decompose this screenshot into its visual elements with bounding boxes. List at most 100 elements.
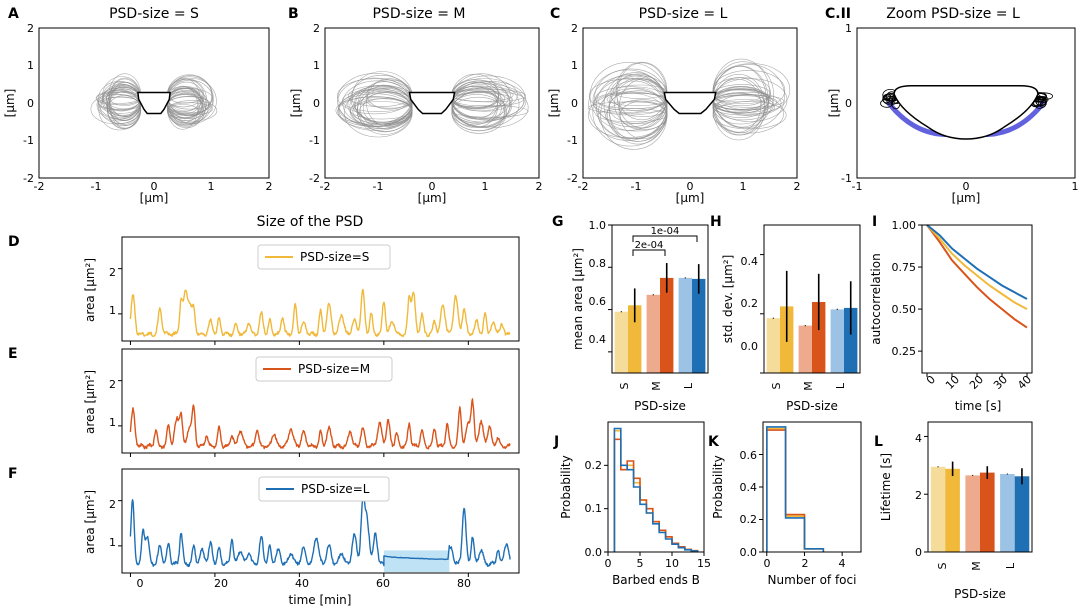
bar-value-S [945, 468, 960, 552]
panel-g-sig-bracket-sm [632, 249, 666, 256]
panel-k-xtick: 4 [839, 557, 846, 570]
panel-h-ytick: 0.4 [741, 255, 759, 268]
bar-value-M [812, 302, 826, 373]
zoom-filament-loop [1035, 95, 1044, 107]
panel-c-ytick: -2 [567, 172, 578, 185]
bar-reference-M [965, 475, 980, 552]
panel-a-ylabel: [μm] [3, 89, 17, 118]
panel-l-bars [924, 435, 1030, 553]
panel-c-ytick: 2 [571, 22, 578, 35]
panel-c2: C.II Zoom PSD-size = L 1 0 -1 -1 0 1 [μm… [825, 6, 1079, 205]
bar-reference-S [614, 311, 628, 373]
panel-i-xtick: 20 [967, 373, 986, 392]
panel-g-xlabel: PSD-size [634, 399, 686, 413]
bar-value-M [980, 472, 995, 552]
panel-f-xtick: 80 [457, 577, 471, 590]
panel-e-frame [121, 348, 520, 454]
panel-g-sig-bracket-sl [632, 235, 698, 242]
panel-c2-ytick: -1 [841, 172, 852, 185]
panel-e-ytick: 2 [109, 378, 116, 391]
histogram-step-L [766, 426, 825, 552]
panel-g-xtick: M [650, 381, 663, 391]
panel-h-ytick: 0.2 [741, 297, 759, 310]
panel-k-frame [762, 421, 862, 553]
panel-e-legend-label: PSD-size=M [298, 362, 370, 376]
panel-b-traces [335, 71, 529, 138]
panel-l-ytick: 0 [915, 546, 922, 559]
panel-b: B PSD-size = M 2 1 0 -1 -2 -2 -1 0 1 2 [… [288, 6, 543, 205]
panel-e-ytick: 1 [109, 416, 116, 429]
panel-l-frame [927, 421, 1033, 553]
panel-h-xtick: L [834, 382, 847, 389]
filament-trace [335, 96, 413, 125]
panel-l-xlabel: PSD-size [954, 587, 1006, 601]
panel-j-ytick: 0.2 [585, 459, 603, 472]
panel-c-xtick: 2 [794, 180, 801, 193]
panel-f-legend-label: PSD-size=L [301, 482, 370, 496]
panel-b-ylabel: [μm] [289, 89, 303, 118]
panel-a-traces [90, 73, 218, 131]
panel-b-xtick: 1 [482, 180, 489, 193]
panel-l: L 4 2 0 S M L PSD-size Lifetime [s] [874, 421, 1033, 601]
panel-g-xtick: L [682, 382, 695, 389]
psd-outline [137, 91, 171, 115]
panel-j-xtick: 10 [665, 557, 679, 570]
panel-f-ylabel: area [μm²] [83, 490, 97, 554]
panel-d-ylabel: area [μm²] [83, 258, 97, 322]
panel-c-traces [588, 58, 791, 150]
panel-a-xtick: -2 [34, 180, 45, 193]
panel-a-title: PSD-size = S [109, 6, 199, 22]
filament-trace [616, 61, 668, 121]
panel-letter-d: D [8, 234, 20, 250]
panel-c2-traces [880, 85, 1054, 140]
panel-letter-h: H [710, 214, 722, 230]
panel-letter-k: K [708, 434, 720, 450]
filament-trace [98, 89, 142, 131]
bar-reference-S [766, 318, 780, 373]
histogram-step-S [613, 429, 699, 552]
panel-c2-xtick: -1 [852, 180, 863, 193]
panel-a-xtick: 1 [208, 180, 215, 193]
filament-trace [451, 91, 525, 107]
bar-reference-L [830, 309, 844, 373]
panel-a-ytick: 2 [27, 22, 34, 35]
panel-c-frame [582, 27, 798, 179]
autocorr-line-L [926, 224, 1028, 300]
panel-letter-b: B [288, 6, 299, 22]
histogram-step-S [766, 427, 825, 552]
panel-j-xtick: 0 [605, 557, 612, 570]
panel-c2-ytick: 1 [845, 22, 852, 35]
panel-g-ylabel: mean area [μm²] [571, 248, 585, 350]
panel-g: G 1.0 0.8 0.6 0.4 S M L PSD-size mean ar… [552, 214, 709, 413]
panel-letter-e: E [8, 346, 18, 362]
panel-d-ytick: 2 [109, 266, 116, 279]
panel-j-ytick: 0.1 [585, 502, 603, 515]
panel-c-xtick: -1 [631, 180, 642, 193]
panel-h-ytick: 0.0 [741, 340, 759, 353]
panel-j-xtick: 5 [637, 557, 644, 570]
panel-c-ylabel: [μm] [547, 89, 561, 118]
panel-c2-frame [856, 27, 1076, 179]
panel-letter-c: C [550, 6, 560, 22]
panel-g-pvalue-sm: 2e-04 [635, 240, 664, 251]
traces-title: Size of the PSD [257, 214, 364, 230]
bar-value-M [660, 277, 674, 373]
bar-value-L [1014, 476, 1030, 552]
panel-b-xtick: 0 [429, 180, 436, 193]
panel-k-ytick: 0.6 [740, 449, 758, 462]
panel-f-xtick: 40 [295, 577, 309, 590]
panel-j-xlabel: Barbed ends B [612, 573, 700, 587]
panel-f-legend [258, 476, 390, 502]
panel-i-ytick: 0.50 [892, 303, 917, 316]
panel-g-ytick: 0.4 [589, 333, 607, 346]
panel-l-xtick: M [970, 561, 983, 571]
panel-a-ytick: -1 [23, 134, 34, 147]
bar-reference-M [798, 325, 812, 373]
panel-k-xtick: 0 [764, 557, 771, 570]
panel-i: I 1.00 0.75 0.50 0.25 0 10 20 30 40 time… [869, 214, 1034, 413]
panel-d-frame [121, 236, 520, 342]
panel-b-ytick: 2 [313, 22, 320, 35]
panel-b-xlabel: [μm] [418, 191, 447, 205]
panel-k: K 0.6 0.4 0.2 0.0 0 2 4 Number of foci P… [708, 421, 862, 587]
panel-letter-j: J [553, 434, 559, 450]
